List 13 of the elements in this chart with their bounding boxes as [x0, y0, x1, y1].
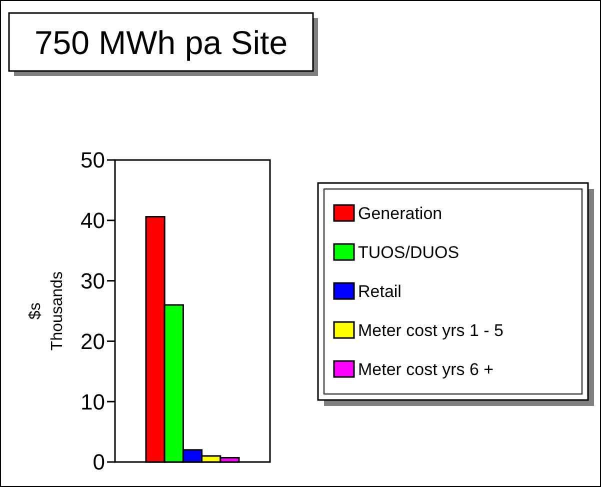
- y-tick-label: 40: [80, 208, 105, 234]
- legend-label: Generation: [358, 204, 442, 223]
- y-tick-label: 20: [80, 328, 105, 354]
- y-tick-label: 0: [92, 450, 105, 475]
- y-tick-label: 30: [80, 268, 105, 294]
- legend-label: Retail: [358, 282, 402, 301]
- legend-label: TUOS/DUOS: [358, 243, 460, 262]
- legend-label: Meter cost yrs 6 +: [358, 360, 494, 379]
- legend-label: Meter cost yrs 1 - 5: [358, 321, 504, 340]
- y-tick-label: 10: [80, 389, 105, 414]
- chart-title: 750 MWh pa Site: [34, 24, 288, 61]
- y-tick-label: 50: [80, 148, 105, 173]
- y-axis-title: $s Thousands: [27, 271, 66, 351]
